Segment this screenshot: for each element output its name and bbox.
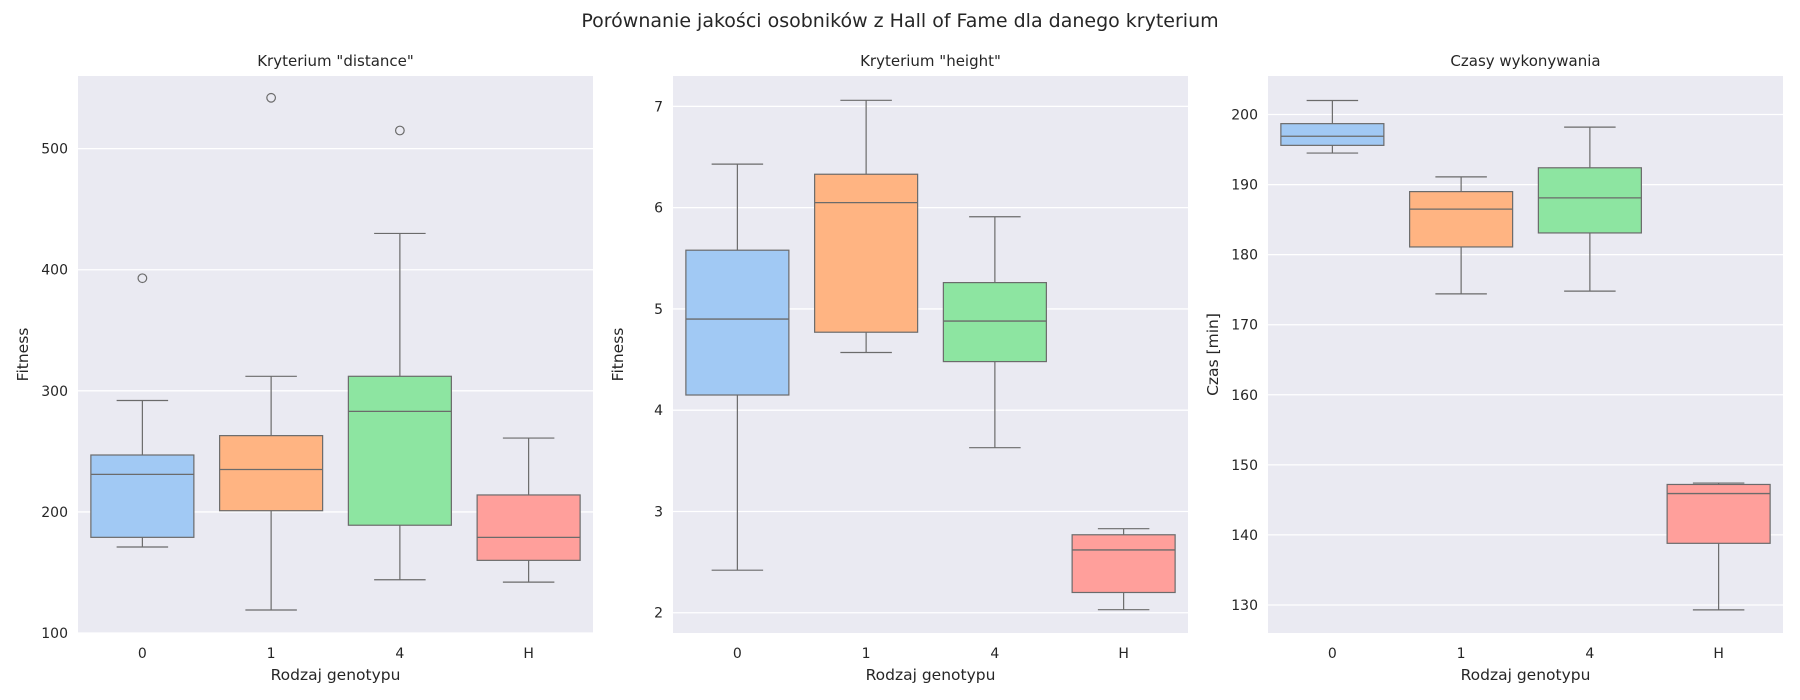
- box-0: [1280, 99, 1385, 154]
- box-1: [814, 99, 919, 354]
- x-tick-label: 0: [733, 646, 742, 662]
- box-body: [685, 249, 790, 396]
- x-tick-label: 1: [267, 646, 276, 662]
- box-4: [942, 216, 1047, 449]
- y-tick-label: 3: [654, 504, 663, 520]
- box-H: [1071, 528, 1176, 611]
- figure-title: Porównanie jakości osobników z Hall of F…: [581, 10, 1219, 32]
- y-axis-label: Czas [min]: [1204, 313, 1222, 396]
- x-tick-label: H: [1118, 646, 1129, 662]
- box-0: [685, 163, 790, 571]
- y-tick-label: 500: [41, 142, 68, 158]
- x-tick-label: 4: [395, 646, 404, 662]
- box-H: [1666, 482, 1771, 611]
- box-body: [1537, 167, 1642, 234]
- y-axis-label: Fitness: [609, 328, 627, 382]
- x-tick-label: 4: [1585, 646, 1594, 662]
- box-body: [1071, 534, 1176, 594]
- x-tick-label: 1: [862, 646, 871, 662]
- y-tick-label: 180: [1231, 248, 1258, 264]
- plot-area: [1268, 76, 1783, 633]
- panel-title: Kryterium "height": [860, 52, 1001, 70]
- box-H: [476, 437, 581, 583]
- y-tick-label: 170: [1231, 318, 1258, 334]
- y-tick-label: 150: [1231, 458, 1258, 474]
- y-tick-label: 7: [654, 99, 663, 115]
- box-body: [814, 173, 919, 333]
- y-tick-label: 400: [41, 263, 68, 279]
- box-body: [1666, 483, 1771, 544]
- y-tick-label: 300: [41, 384, 68, 400]
- x-tick-label: H: [523, 646, 534, 662]
- y-tick-label: 190: [1231, 178, 1258, 194]
- chart-panel-1: 2 3 4 5 6 7 0 1 4 H Kryterium "height" Rodzaj genot…: [609, 52, 1188, 684]
- outlier-point: [137, 273, 148, 284]
- box-1: [219, 92, 324, 611]
- x-tick-label: 4: [990, 646, 999, 662]
- box-1: [1409, 176, 1514, 295]
- chart-panel-0: 100 200 300 400 500 0 1 4 H Kryterium "distance" R…: [14, 52, 593, 684]
- y-tick-label: 140: [1231, 528, 1258, 544]
- chart-panel-2: 130 140 150 160 170 180 190 200 0 1 4 H Czasy wykony…: [1204, 52, 1783, 684]
- box-body: [347, 375, 452, 526]
- y-tick-label: 6: [654, 201, 663, 217]
- box-4: [1537, 126, 1642, 292]
- y-tick-label: 4: [654, 403, 663, 419]
- box-body: [90, 454, 195, 538]
- box-body: [476, 494, 581, 561]
- x-axis-label: Rodzaj genotypu: [271, 666, 401, 684]
- x-axis-label: Rodzaj genotypu: [1461, 666, 1591, 684]
- box-4: [347, 125, 452, 581]
- y-tick-label: 160: [1231, 388, 1258, 404]
- y-tick-label: 5: [654, 302, 663, 318]
- panel-title: Kryterium "distance": [257, 52, 414, 70]
- x-axis-label: Rodzaj genotypu: [866, 666, 996, 684]
- box-body: [1280, 123, 1385, 146]
- x-tick-label: 0: [138, 646, 147, 662]
- x-tick-label: 0: [1328, 646, 1337, 662]
- y-tick-label: 2: [654, 606, 663, 622]
- box-body: [1409, 191, 1514, 248]
- x-tick-label: 1: [1457, 646, 1466, 662]
- box-body: [942, 281, 1047, 363]
- y-axis-label: Fitness: [14, 328, 32, 382]
- panel-title: Czasy wykonywania: [1450, 52, 1600, 70]
- x-tick-label: H: [1713, 646, 1724, 662]
- y-tick-label: 130: [1231, 598, 1258, 614]
- box-0: [90, 273, 195, 548]
- box-body: [219, 435, 324, 512]
- y-tick-label: 200: [1231, 108, 1258, 124]
- y-tick-label: 200: [41, 505, 68, 521]
- outlier-point: [266, 92, 277, 103]
- y-tick-label: 100: [41, 626, 68, 642]
- outlier-point: [394, 125, 405, 136]
